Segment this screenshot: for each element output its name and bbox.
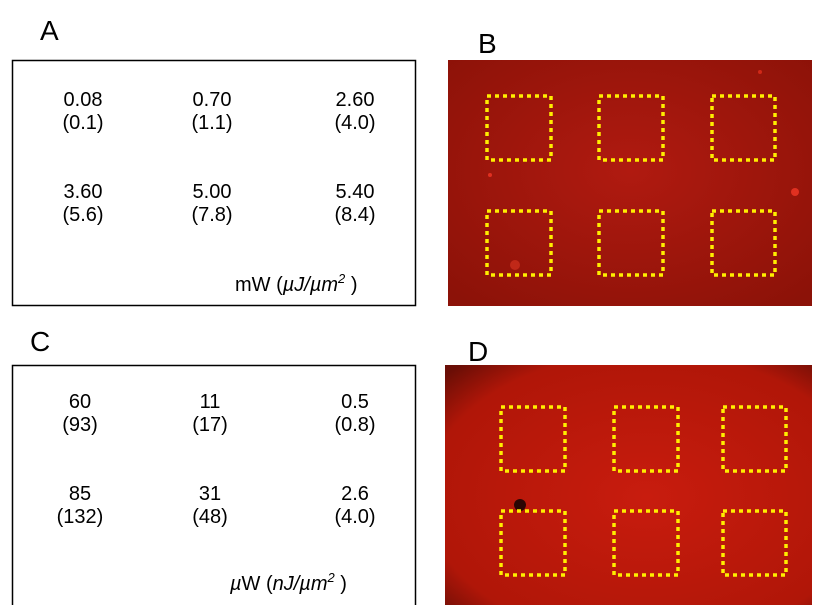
cell-value: 2.60 bbox=[336, 89, 375, 111]
unit-label: mW (µJ/µm2 ) bbox=[235, 271, 357, 296]
panel-label: B bbox=[478, 28, 497, 59]
cell-energy: (132) bbox=[57, 506, 104, 528]
cell-energy: (17) bbox=[192, 414, 228, 436]
image-d bbox=[445, 365, 812, 605]
panel-label: A bbox=[40, 15, 59, 46]
cell-energy: (4.0) bbox=[334, 112, 375, 134]
cell-value: 85 bbox=[69, 483, 91, 505]
cell-value: 31 bbox=[199, 483, 221, 505]
cell-value: 0.5 bbox=[341, 391, 369, 413]
cell-value: 2.6 bbox=[341, 483, 369, 505]
cell-energy: (8.4) bbox=[334, 204, 375, 226]
cell-energy: (0.1) bbox=[62, 112, 103, 134]
cell-value: 5.40 bbox=[336, 181, 375, 203]
cell-energy: (48) bbox=[192, 506, 228, 528]
unit-part: mW ( bbox=[235, 274, 283, 296]
cell-value: 0.70 bbox=[193, 89, 232, 111]
unit-part: ) bbox=[335, 573, 347, 595]
unit-part: W ( bbox=[242, 573, 273, 595]
panel-label: D bbox=[468, 336, 488, 367]
cell-energy: (7.8) bbox=[191, 204, 232, 226]
cell-value: 0.08 bbox=[64, 89, 103, 111]
cell-value: 5.00 bbox=[193, 181, 232, 203]
cell-energy: (4.0) bbox=[334, 506, 375, 528]
cell-energy: (0.8) bbox=[334, 414, 375, 436]
cell-value: 60 bbox=[69, 391, 91, 413]
panel-label: C bbox=[30, 326, 50, 357]
image-b bbox=[448, 60, 812, 306]
cell-energy: (5.6) bbox=[62, 204, 103, 226]
unit-part: ) bbox=[345, 274, 357, 296]
unit-part: nJ/µm bbox=[273, 573, 328, 595]
cell-energy: (1.1) bbox=[191, 112, 232, 134]
cell-value: 3.60 bbox=[64, 181, 103, 203]
unit-part: µJ/µm bbox=[282, 274, 338, 296]
cell-energy: (93) bbox=[62, 414, 98, 436]
page: A B C D 0.08(0.1)0.70(1.1)2.60(4.0)3.60(… bbox=[0, 0, 820, 605]
cell-value: 11 bbox=[200, 391, 221, 413]
unit-label: µW (nJ/µm2 ) bbox=[229, 570, 347, 595]
unit-part: µ bbox=[229, 573, 242, 595]
figure: A B C D 0.08(0.1)0.70(1.1)2.60(4.0)3.60(… bbox=[0, 0, 820, 605]
